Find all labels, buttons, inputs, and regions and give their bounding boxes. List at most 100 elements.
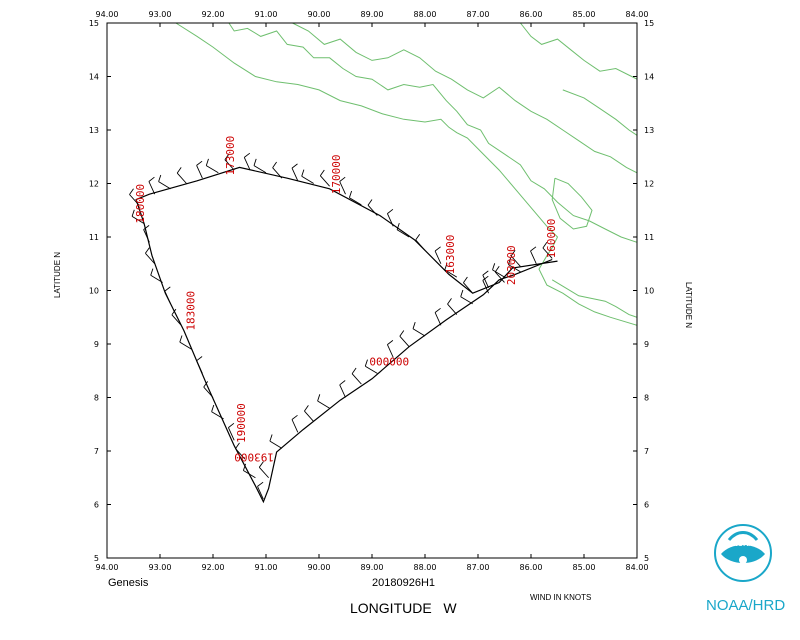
wind-barb	[179, 335, 193, 350]
wind-barb	[131, 209, 145, 225]
wind-units-label: WIND IN KNOTS	[530, 593, 591, 602]
lat-tick-label-left: 8	[94, 394, 99, 403]
wind-barb	[196, 356, 203, 374]
wind-barb	[494, 266, 505, 283]
lat-tick-label-right: 9	[644, 340, 649, 349]
lon-tick-label-bottom: 88.00	[414, 563, 437, 572]
lat-tick-label-right: 15	[644, 19, 654, 28]
lat-tick-label-left: 15	[89, 19, 99, 28]
coastline	[562, 89, 638, 136]
lon-tick-label-bottom: 94.00	[96, 563, 119, 572]
lon-tick-label-bottom: 89.00	[361, 563, 384, 572]
wind-barb	[399, 330, 410, 347]
wind-barb	[351, 367, 362, 385]
x-axis-title: LONGITUDE W	[350, 600, 457, 616]
wind-barb	[447, 298, 458, 315]
time-label: 170000	[330, 154, 343, 194]
wind-barb	[176, 167, 187, 184]
wind-barb	[145, 247, 156, 265]
wind-barb	[530, 246, 537, 264]
lon-tick-label-top: 84.00	[626, 10, 649, 19]
coastline-layer	[175, 22, 638, 326]
time-label: 163000	[444, 235, 457, 275]
flight-id: 20180926H1	[372, 577, 435, 589]
wind-barb-layer	[129, 152, 553, 500]
wind-barb	[339, 380, 346, 398]
time-label: 203000	[505, 245, 518, 285]
wind-barb	[364, 359, 378, 374]
coastline	[551, 177, 593, 230]
noaa-logo-text: NOAA	[733, 541, 754, 548]
lon-tick-label-top: 93.00	[149, 10, 172, 19]
coastline	[228, 22, 638, 243]
wind-barb	[412, 321, 426, 337]
lon-tick-label-bottom: 93.00	[149, 563, 172, 572]
wind-barb	[348, 190, 362, 206]
flight-track	[135, 166, 558, 504]
lon-tick-label-top: 94.00	[96, 10, 119, 19]
lat-tick-label-left: 9	[94, 340, 99, 349]
wind-barb	[258, 461, 269, 479]
lon-tick-label-bottom: 84.00	[626, 563, 649, 572]
wind-barb	[367, 199, 378, 216]
storm-label: Genesis	[108, 577, 149, 589]
time-label: 193000	[234, 451, 274, 464]
wind-barb	[150, 268, 163, 283]
wind-barb	[196, 160, 203, 179]
wind-barb	[482, 270, 490, 289]
wind-barb	[415, 233, 426, 251]
wind-barb	[242, 463, 256, 479]
wind-barb	[317, 394, 330, 409]
wind-barb	[434, 307, 442, 326]
wind-barb	[164, 286, 172, 305]
wind-barb	[227, 422, 235, 441]
time-label: 180000	[134, 184, 147, 224]
lon-tick-label-bottom: 90.00	[308, 563, 331, 572]
coastline	[292, 22, 638, 174]
wind-barb	[291, 163, 299, 182]
wind-barb	[211, 404, 224, 420]
wind-barb	[444, 263, 458, 278]
lon-tick-label-top: 90.00	[308, 10, 331, 19]
lat-tick-label-right: 10	[644, 287, 654, 296]
lat-tick-label-left: 11	[89, 233, 99, 242]
wind-barb	[269, 434, 283, 449]
lon-tick-label-top: 89.00	[361, 10, 384, 19]
lat-tick-label-left: 6	[94, 501, 99, 510]
lat-tick-label-right: 7	[644, 447, 649, 456]
y-axis-title-right: LATITUDE N	[684, 282, 693, 328]
wind-barb	[272, 161, 283, 179]
lon-tick-label-bottom: 87.00	[467, 563, 490, 572]
lon-tick-label-bottom: 92.00	[202, 563, 225, 572]
coastline	[175, 22, 638, 326]
lon-tick-label-bottom: 86.00	[520, 563, 543, 572]
lat-tick-label-left: 10	[89, 287, 99, 296]
wind-barb	[253, 158, 267, 174]
lat-tick-label-right: 13	[644, 126, 654, 135]
time-annotation-layer: 173000 170000 163000 203000 160000 180000 1830…	[134, 136, 558, 464]
wind-barb	[143, 225, 150, 243]
time-label: 190000	[235, 403, 248, 443]
y-axis-title-left: LATITUDE N	[53, 252, 62, 298]
wind-barb	[463, 276, 474, 294]
lat-tick-label-right: 8	[644, 394, 649, 403]
wind-barb	[434, 246, 442, 264]
coastline	[520, 22, 638, 80]
wind-barb	[460, 289, 473, 305]
wind-barb	[510, 250, 521, 267]
lat-tick-label-left: 14	[89, 73, 99, 82]
time-label: 160000	[545, 219, 558, 259]
wind-barb	[235, 442, 246, 460]
wind-barb	[482, 275, 490, 294]
agency-label: NOAA/HRD	[706, 597, 786, 614]
wind-barb	[257, 481, 264, 500]
wind-barb	[129, 188, 140, 206]
wind-barb	[301, 169, 314, 184]
lat-tick-label-right: 11	[644, 233, 654, 242]
time-label: 183000	[185, 291, 198, 331]
wind-barb	[492, 263, 505, 278]
lat-tick-label-left: 13	[89, 126, 99, 135]
wind-barb	[158, 174, 171, 190]
lat-tick-label-left: 7	[94, 447, 99, 456]
